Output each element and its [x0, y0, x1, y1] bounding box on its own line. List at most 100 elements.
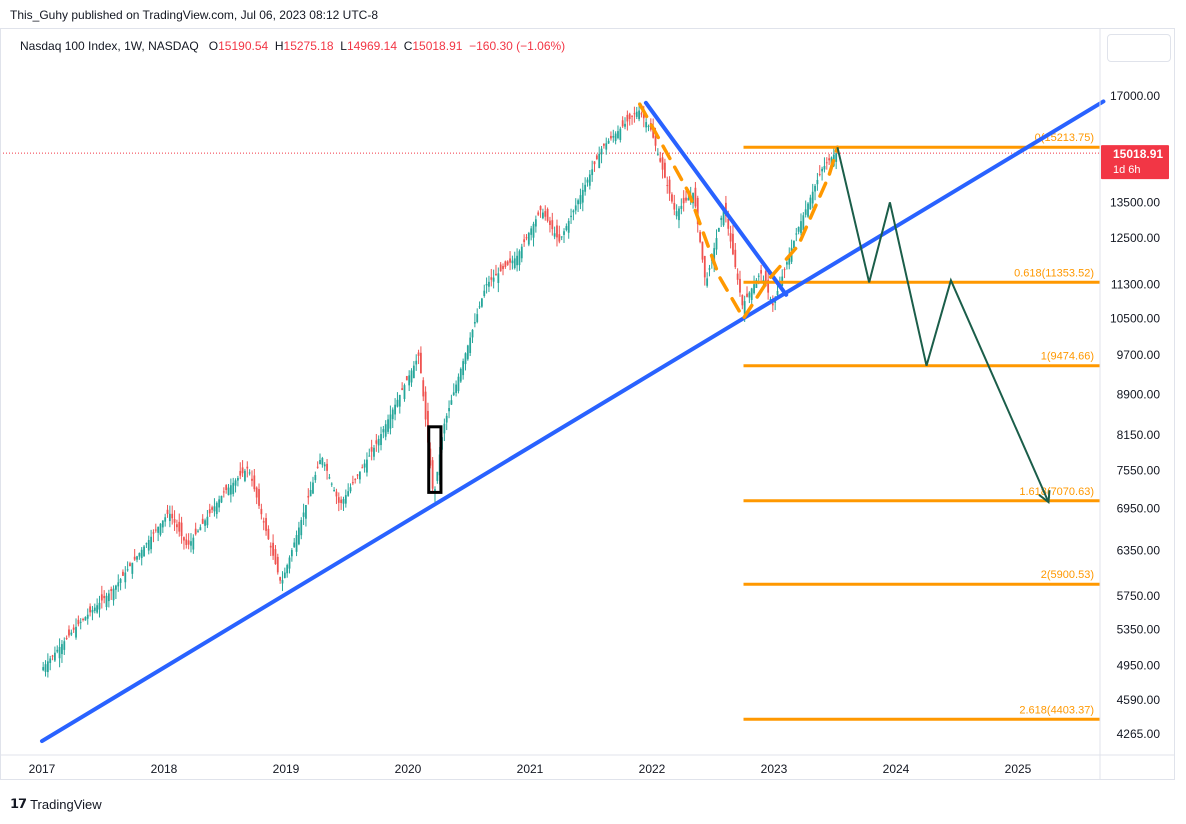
candle-body	[168, 513, 171, 522]
top-right-control[interactable]	[1107, 34, 1171, 62]
close-label: C	[403, 39, 413, 53]
candle-body	[286, 565, 289, 574]
candle-body	[771, 303, 774, 306]
candle-body	[635, 111, 638, 117]
candle-body	[769, 298, 772, 300]
candle-body	[89, 606, 91, 613]
candle-body	[605, 143, 608, 150]
candle-body	[586, 179, 589, 183]
projection-path[interactable]	[638, 102, 1051, 505]
candle-body	[126, 569, 129, 571]
candle-body	[276, 556, 279, 573]
candle-body	[96, 605, 99, 613]
candle-body	[340, 499, 343, 504]
candle-body	[98, 602, 101, 610]
candle-body	[159, 523, 162, 535]
candle-body	[164, 517, 167, 522]
y-tick-label: 5750.00	[1117, 589, 1161, 603]
candle-body	[408, 375, 411, 386]
candle-body	[293, 542, 296, 548]
candle-body	[481, 298, 483, 307]
candle-body	[211, 507, 213, 510]
candle-body	[762, 279, 765, 281]
candle-body	[746, 293, 748, 297]
candle-body	[63, 641, 66, 650]
candle-body	[344, 495, 347, 504]
candle-body	[84, 617, 87, 621]
candle-body	[701, 241, 704, 260]
candle-body	[666, 185, 669, 187]
x-tick-label: 2017	[29, 762, 56, 776]
y-tick-label: 5350.00	[1117, 622, 1161, 636]
candle-body	[241, 467, 244, 474]
footer-branding[interactable]: 𝟭𝟳 TradingView	[10, 796, 102, 812]
candle-body	[795, 233, 798, 235]
high-label: H	[274, 39, 284, 53]
candle-body	[490, 277, 493, 280]
candle-body	[192, 537, 195, 550]
candle-body	[410, 370, 413, 383]
publisher-caption: This_Guhy published on TradingView.com, …	[10, 8, 378, 22]
candle-body	[281, 580, 284, 584]
candle-body	[272, 542, 274, 556]
candle-body	[75, 626, 77, 638]
candle-body	[549, 220, 551, 225]
candle-body	[814, 185, 816, 192]
candle-body	[112, 588, 115, 601]
fib-level-label: 2(5900.53)	[1041, 569, 1094, 581]
y-tick-label: 9700.00	[1117, 348, 1161, 362]
candle-body	[225, 485, 228, 490]
candle-body	[232, 482, 235, 494]
candle-body	[793, 240, 795, 249]
candle-body	[72, 627, 75, 630]
candle-body	[473, 321, 476, 324]
candle-body	[448, 408, 450, 412]
candle-body	[455, 384, 457, 393]
candle-body	[755, 279, 758, 288]
fibonacci-extension[interactable]: 0(15213.75)0.618(11353.52)1(9474.66)1.61…	[743, 132, 1101, 721]
candle-body	[185, 539, 188, 545]
candle-body	[208, 509, 211, 514]
candle-body	[469, 337, 472, 353]
candle-body	[161, 520, 164, 528]
candle-body	[560, 236, 563, 238]
candle-body	[732, 233, 734, 255]
candle-body	[612, 135, 615, 138]
trendlines[interactable]	[40, 99, 1106, 744]
candle-body	[91, 609, 94, 613]
candle-body	[110, 589, 113, 592]
candle-body	[197, 530, 199, 532]
candle-body	[617, 131, 619, 139]
candle-body	[405, 376, 408, 381]
candle-body	[180, 522, 183, 537]
candle-body	[201, 518, 204, 524]
candle-body	[86, 614, 89, 619]
fib-level-label: 0.618(11353.52)	[1014, 267, 1094, 279]
trendline-support	[40, 99, 1106, 744]
fib-level-label: 1.618(7070.63)	[1019, 486, 1094, 498]
projection-path-line	[836, 146, 1050, 503]
candle-body	[391, 409, 394, 420]
candle-body	[445, 415, 448, 423]
candle-body	[459, 368, 462, 382]
candle-body	[692, 192, 694, 204]
candle-body	[767, 279, 770, 293]
y-tick-label: 6350.00	[1117, 543, 1161, 557]
candle-body	[638, 110, 640, 120]
candle-body	[633, 113, 636, 115]
candle-body	[497, 273, 500, 283]
candle-body	[574, 205, 577, 211]
candle-body	[129, 563, 131, 567]
candle-body	[173, 519, 176, 523]
high-value: 15275.18	[283, 39, 334, 53]
candle-body	[757, 275, 760, 277]
candle-body	[246, 466, 249, 469]
candle-body	[248, 472, 251, 474]
candle-body	[295, 535, 298, 552]
candle-body	[51, 655, 54, 657]
axes: 17000.00 13500.00 12500.00 11300.00 10500.00…	[0, 28, 1175, 780]
candle-body	[654, 135, 657, 146]
candle-body	[77, 619, 80, 625]
candle-body	[356, 474, 359, 476]
